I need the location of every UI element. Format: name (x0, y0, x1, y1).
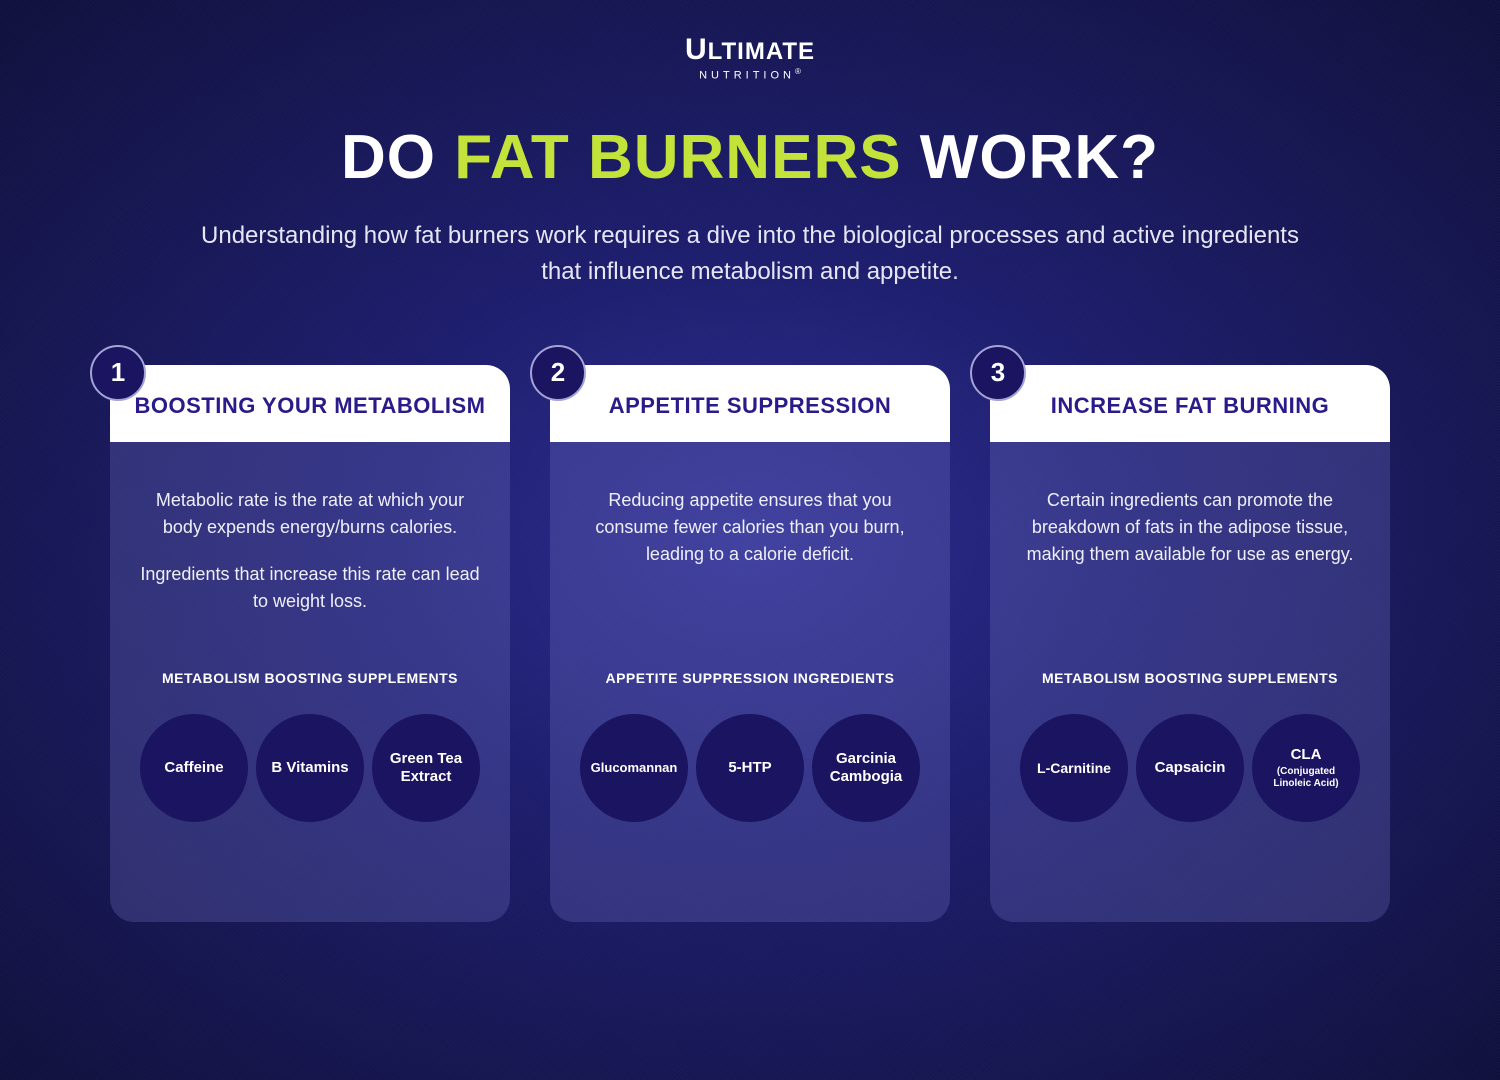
pill-5htp: 5-HTP (696, 714, 804, 822)
card-desc-p1: Reducing appetite ensures that you consu… (580, 487, 920, 568)
card-title: BOOSTING YOUR METABOLISM (130, 391, 490, 421)
card-description: Metabolic rate is the rate at which your… (140, 487, 480, 657)
card-body: Certain ingredients can promote the brea… (990, 442, 1390, 922)
card-description: Certain ingredients can promote the brea… (1020, 487, 1360, 657)
card-number-badge: 2 (530, 345, 586, 401)
card-header: BOOSTING YOUR METABOLISM (110, 365, 510, 443)
card-body: Metabolic rate is the rate at which your… (110, 442, 510, 922)
pill-cla-sub: (Conjugated Linoleic Acid) (1260, 766, 1352, 790)
card-title: INCREASE FAT BURNING (1010, 391, 1370, 421)
pill-row: Glucomannan 5-HTP Garcinia Cambogia (580, 714, 920, 822)
pill-cla: CLA (Conjugated Linoleic Acid) (1252, 714, 1360, 822)
page-title: DO FAT BURNERS WORK? (341, 122, 1159, 193)
card-section-label: APPETITE SUPPRESSION INGREDIENTS (605, 669, 894, 689)
card-desc-p1: Metabolic rate is the rate at which your… (140, 487, 480, 541)
title-post: WORK? (902, 123, 1159, 192)
pill-capsaicin: Capsaicin (1136, 714, 1244, 822)
logo-top-line: ULTIMATE (685, 35, 815, 65)
card-number-badge: 3 (970, 345, 1026, 401)
page-subtitle: Understanding how fat burners work requi… (200, 218, 1300, 290)
card-number-badge: 1 (90, 345, 146, 401)
pill-row: L-Carnitine Capsaicin CLA (Conjugated Li… (1020, 714, 1360, 822)
pill-garcinia: Garcinia Cambogia (812, 714, 920, 822)
card-title: APPETITE SUPPRESSION (570, 391, 930, 421)
infographic-page: ULTIMATE NUTRITION DO FAT BURNERS WORK? … (0, 0, 1500, 1080)
card-desc-p2: Ingredients that increase this rate can … (140, 561, 480, 615)
pill-glucomannan: Glucomannan (580, 714, 688, 822)
card-section-label: METABOLISM BOOSTING SUPPLEMENTS (162, 669, 458, 689)
pill-green-tea: Green Tea Extract (372, 714, 480, 822)
brand-logo: ULTIMATE NUTRITION (685, 35, 815, 82)
card-header: APPETITE SUPPRESSION (550, 365, 950, 443)
card-fat-burning: 3 INCREASE FAT BURNING Certain ingredien… (990, 365, 1390, 923)
logo-rest: LTIMATE (708, 38, 815, 65)
pill-b-vitamins: B Vitamins (256, 714, 364, 822)
pill-l-carnitine: L-Carnitine (1020, 714, 1128, 822)
title-pre: DO (341, 123, 454, 192)
card-description: Reducing appetite ensures that you consu… (580, 487, 920, 657)
card-appetite: 2 APPETITE SUPPRESSION Reducing appetite… (550, 365, 950, 923)
logo-bottom-line: NUTRITION (685, 67, 815, 82)
cards-row: 1 BOOSTING YOUR METABOLISM Metabolic rat… (80, 365, 1420, 923)
logo-cap: U (685, 33, 708, 66)
card-desc-p1: Certain ingredients can promote the brea… (1020, 487, 1360, 568)
pill-row: Caffeine B Vitamins Green Tea Extract (140, 714, 480, 822)
pill-caffeine: Caffeine (140, 714, 248, 822)
card-header: INCREASE FAT BURNING (990, 365, 1390, 443)
card-body: Reducing appetite ensures that you consu… (550, 442, 950, 922)
title-accent: FAT BURNERS (454, 123, 901, 192)
card-section-label: METABOLISM BOOSTING SUPPLEMENTS (1042, 669, 1338, 689)
card-metabolism: 1 BOOSTING YOUR METABOLISM Metabolic rat… (110, 365, 510, 923)
